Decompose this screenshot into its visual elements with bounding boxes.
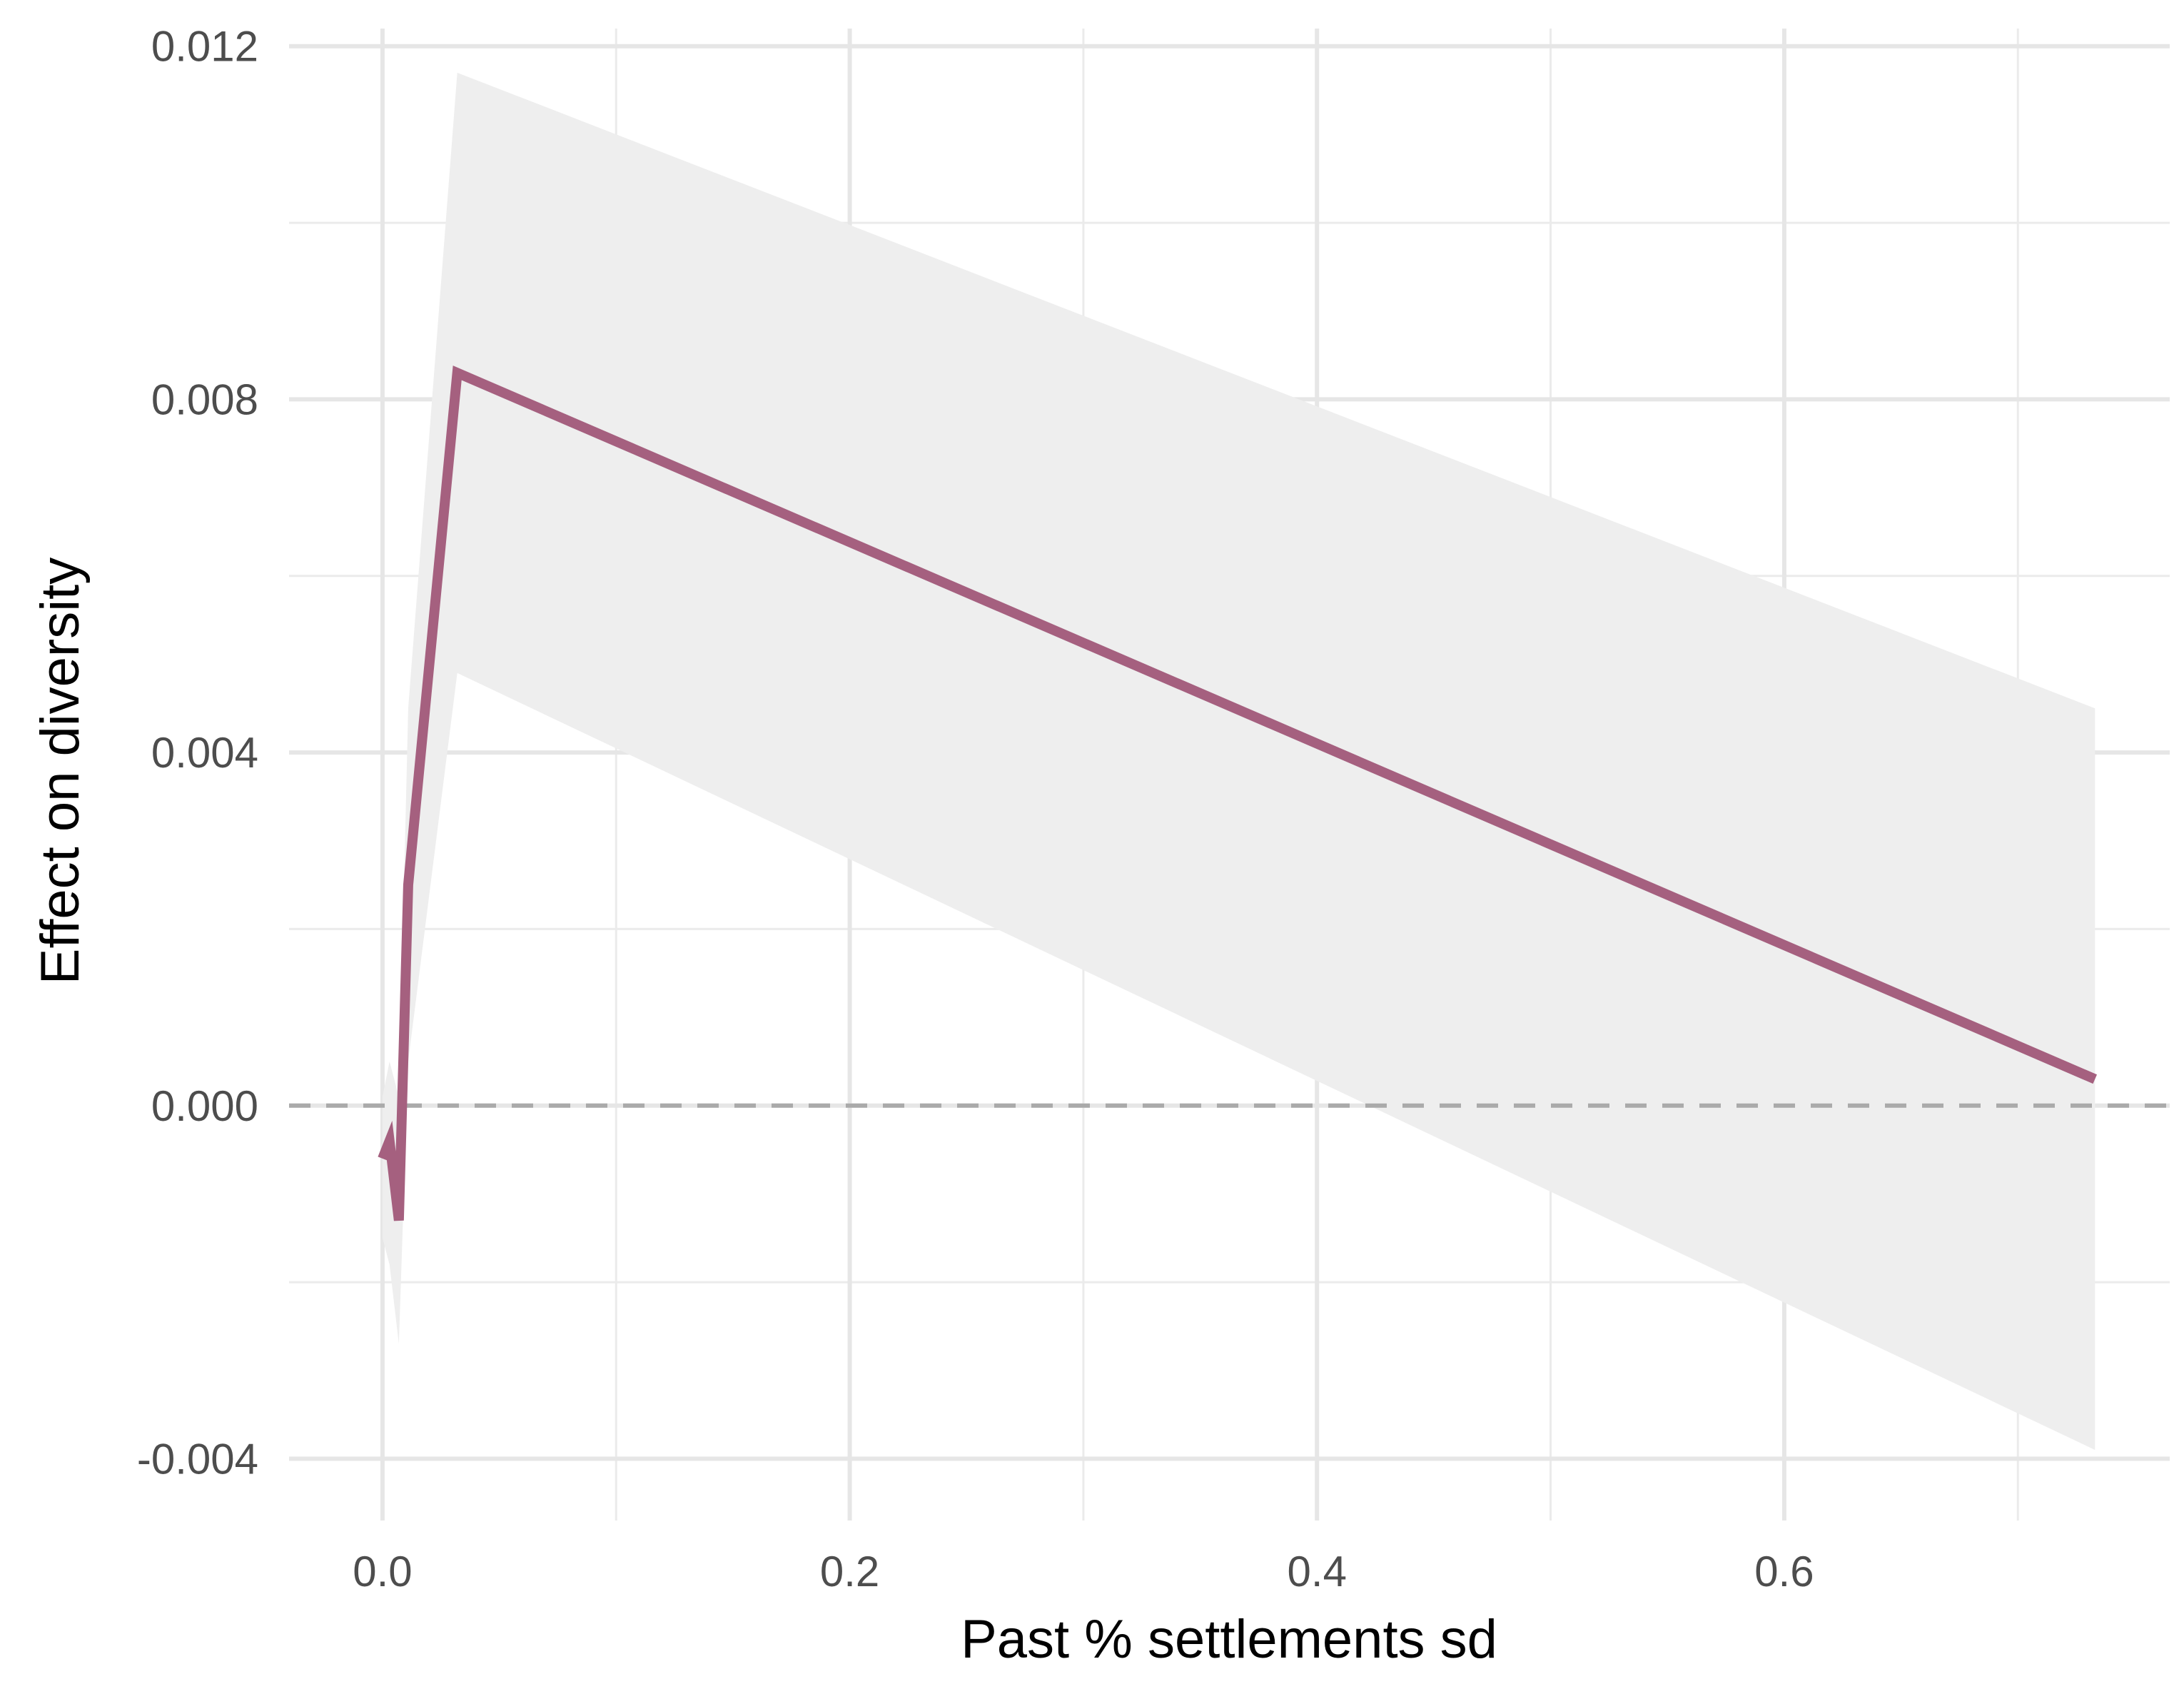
series-line-layer bbox=[378, 365, 2098, 1221]
x-tick-label: 0.0 bbox=[353, 1548, 412, 1595]
x-tick-label: 0.2 bbox=[820, 1548, 879, 1595]
y-axis-tick-labels: -0.004 0.000 0.004 0.008 0.012 bbox=[137, 23, 258, 1483]
x-axis-tick-labels: 0.0 0.2 0.4 0.6 bbox=[353, 1548, 1814, 1595]
confidence-band bbox=[382, 72, 2095, 1451]
y-tick-label: 0.000 bbox=[151, 1082, 258, 1130]
y-tick-label: 0.012 bbox=[151, 23, 258, 71]
y-axis-title: Effect on diversity bbox=[30, 558, 91, 984]
x-tick-label: 0.4 bbox=[1288, 1548, 1347, 1595]
effect-line bbox=[378, 365, 2098, 1221]
y-tick-label: 0.004 bbox=[151, 729, 258, 777]
y-tick-label: -0.004 bbox=[137, 1435, 258, 1483]
x-tick-label: 0.6 bbox=[1754, 1548, 1814, 1595]
y-tick-label: 0.008 bbox=[151, 375, 258, 423]
confidence-band-layer bbox=[382, 72, 2095, 1451]
x-axis-title: Past % settlements sd bbox=[961, 1609, 1497, 1670]
